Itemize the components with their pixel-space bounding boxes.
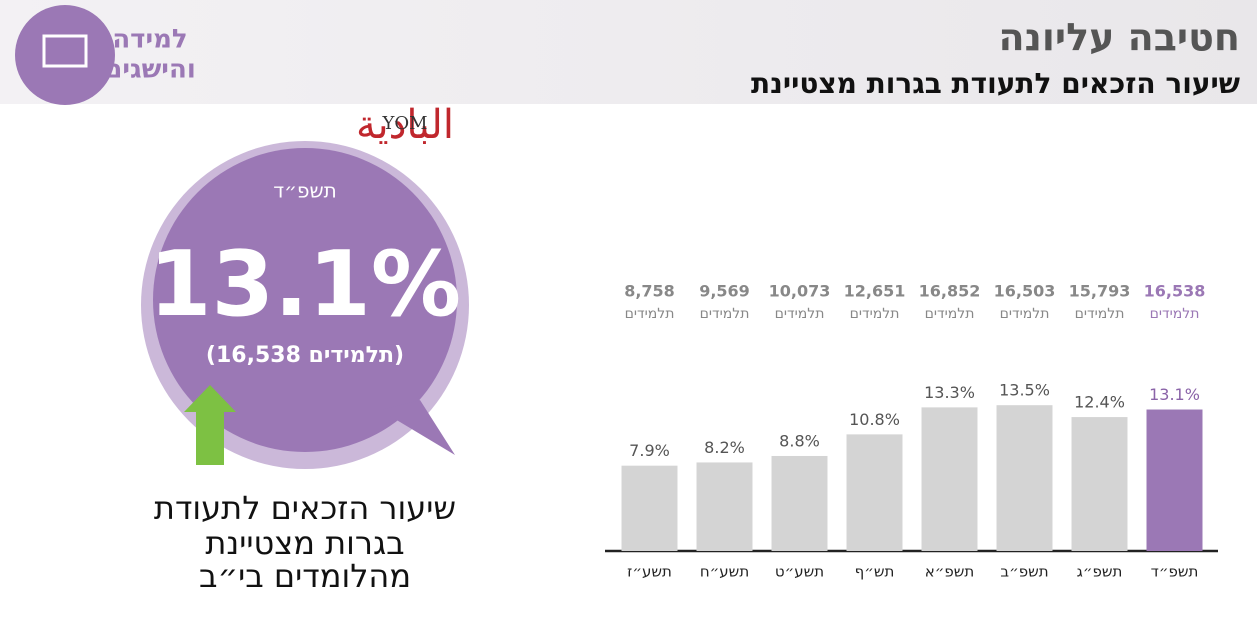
bar [771,455,828,551]
logo-circle [15,5,115,105]
watermark: YOM [381,113,427,134]
bubble-year: תשפ״ד [273,179,337,203]
bar [996,405,1053,551]
value-label: 13.5% [999,381,1050,400]
students-count: 16,852 [919,282,981,301]
caption: בגרות מצטיינת [205,524,404,562]
x-tick-label: תשע״ז [627,563,672,581]
x-tick-label: תשפ״א [925,563,975,581]
x-tick-label: תשפ״ג [1077,563,1123,581]
caption: שיעור הזכאים לתעודת [154,489,456,527]
bar [1071,417,1128,551]
watermark: البادية [356,102,454,148]
students-count: 15,793 [1069,282,1131,301]
bar [696,462,753,551]
x-tick-label: תשע״ח [700,563,749,581]
bar [621,465,678,551]
students-count: 9,569 [699,282,750,301]
title: חטיבה עליונה [999,16,1240,60]
value-label: 8.2% [704,438,745,457]
students-unit: תלמידים [1075,306,1125,322]
bubble-value: 13.1% [149,232,461,337]
value-label: 8.8% [779,431,820,450]
up-arrow [184,385,236,465]
bar [846,434,903,551]
students-unit: תלמידים [775,306,825,322]
header-band [0,0,1257,104]
students-count: 16,538 [1144,282,1206,301]
students-count: 8,758 [624,282,675,301]
students-count: 12,651 [844,282,906,301]
students-unit: תלמידים [850,306,900,322]
x-tick-label: תשפ״ב [1000,563,1048,581]
value-label: 13.3% [924,383,975,402]
value-label: 10.8% [849,410,900,429]
bar [1146,409,1203,551]
students-unit: תלמידים [700,306,750,322]
x-tick-label: תש״ף [855,563,895,581]
x-tick-label: תשפ״ד [1151,563,1199,581]
value-label: 7.9% [629,441,670,460]
students-count: 16,503 [994,282,1056,301]
logo-text: והישגים [104,55,196,85]
students-unit: תלמידים [1000,306,1050,322]
students-unit: תלמידים [625,306,675,322]
logo-icon [42,34,88,68]
bubble-students: (16,538 תלמידים) [206,343,404,368]
value-label: 12.4% [1074,393,1125,412]
bar [921,407,978,551]
bubble [153,148,457,452]
bubble-tail [380,400,455,455]
x-tick-label: תשע״ט [775,563,824,581]
subtitle: שיעור הזכאים לתעודת בגרות מצטיינת [751,67,1240,100]
students-count: 10,073 [769,282,831,301]
caption: מהלומדים בי״ב [199,557,411,595]
students-unit: תלמידים [1150,306,1200,322]
logo-text: למידה [112,25,187,55]
students-unit: תלמידים [925,306,975,322]
value-label: 13.1% [1149,385,1200,404]
